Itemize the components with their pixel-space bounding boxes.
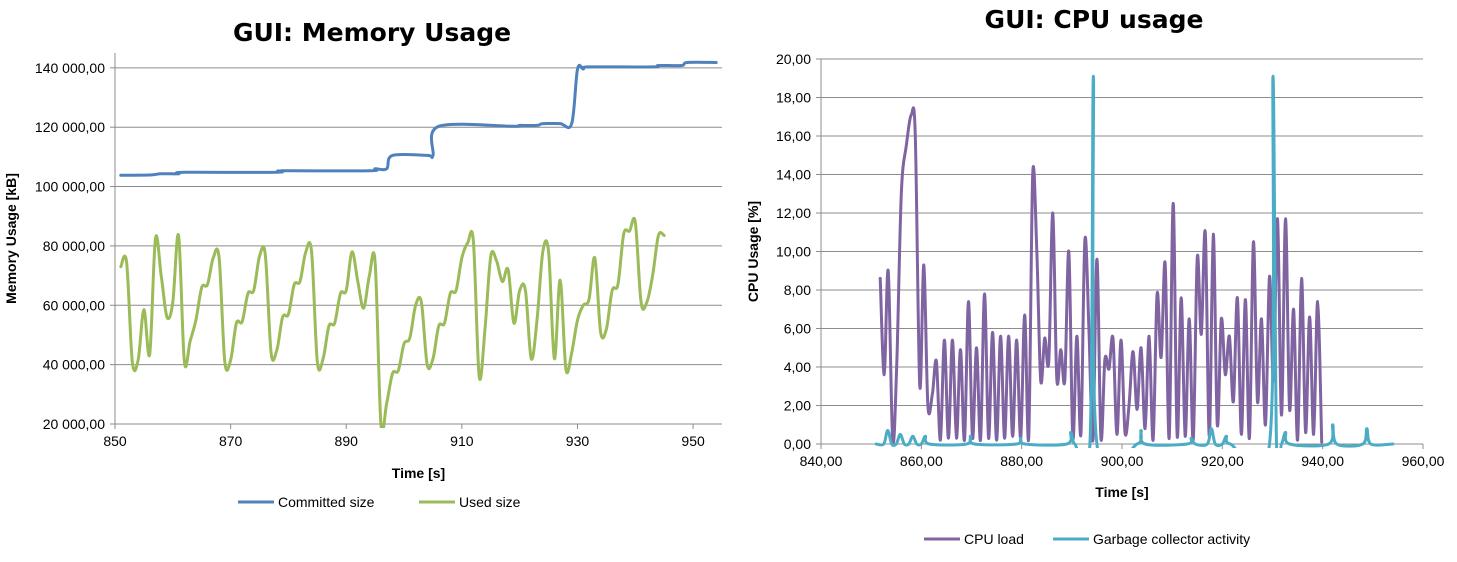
y-tick-label: 20,00 xyxy=(776,51,811,67)
y-tick-label: 6,00 xyxy=(784,321,811,337)
cpu-usage-chart: GUI: CPU usage 0,00 2,00 4,00 6,00 8,00 10,00 1… xyxy=(728,0,1457,562)
x-tick-label: 880,00 xyxy=(1000,453,1043,469)
series-line-garbage-collector-activity xyxy=(874,74,1395,448)
series-line-committed-size xyxy=(119,60,718,177)
legend-item: Used size xyxy=(419,494,521,510)
y-tick-label: 20 000,00 xyxy=(43,416,105,432)
x-tick-label: 930 xyxy=(566,433,590,449)
x-tick-label: 950 xyxy=(681,433,705,449)
x-axis-label: Time [s] xyxy=(392,465,445,481)
x-tick-label: 870 xyxy=(219,433,243,449)
y-tick-label: 4,00 xyxy=(784,359,811,375)
legend-label: CPU load xyxy=(964,531,1024,547)
x-tick-label: 860,00 xyxy=(900,453,943,469)
y-tick-label: 140 000,00 xyxy=(35,60,105,76)
y-tick-label: 0,00 xyxy=(784,436,811,452)
y-tick-label: 18,00 xyxy=(776,90,811,106)
series-line-cpu-load xyxy=(878,106,1324,445)
y-tick-label: 60 000,00 xyxy=(43,297,105,313)
chart-title: GUI: Memory Usage xyxy=(233,18,511,47)
memory-usage-chart: GUI: Memory Usage 20 000,00 40 000,00 60 00… xyxy=(0,0,728,562)
y-tick-label: 8,00 xyxy=(784,282,811,298)
y-tick-label: 16,00 xyxy=(776,128,811,144)
y-tick-label: 14,00 xyxy=(776,167,811,183)
y-tick-label: 100 000,00 xyxy=(35,179,105,195)
legend-label: Committed size xyxy=(278,494,375,510)
legend-label: Garbage collector activity xyxy=(1093,531,1250,547)
cpu-usage-chart-svg: GUI: CPU usage 0,00 2,00 4,00 6,00 8,00 10,00 1… xyxy=(745,5,1445,547)
x-tick-label: 890 xyxy=(335,433,359,449)
x-tick-label: 850 xyxy=(103,433,127,449)
y-tick-label: 40 000,00 xyxy=(43,357,105,373)
chart-title: GUI: CPU usage xyxy=(985,5,1204,34)
x-tick-label: 900,00 xyxy=(1101,453,1144,469)
legend-label: Used size xyxy=(459,494,521,510)
legend-item: CPU load xyxy=(924,531,1024,547)
y-tick-label: 80 000,00 xyxy=(43,238,105,254)
x-tick-label: 910 xyxy=(450,433,474,449)
memory-usage-chart-svg: GUI: Memory Usage 20 000,00 40 000,00 60 00… xyxy=(3,18,722,510)
legend-item: Garbage collector activity xyxy=(1053,531,1250,547)
x-tick-label: 840,00 xyxy=(800,453,843,469)
y-tick-label: 12,00 xyxy=(776,205,811,221)
y-tick-label: 2,00 xyxy=(784,398,811,414)
legend-item: Committed size xyxy=(238,494,375,510)
y-axis-label: Memory Usage [kB] xyxy=(3,173,19,304)
y-axis-label: CPU Usage [%] xyxy=(745,201,761,302)
y-tick-label: 10,00 xyxy=(776,244,811,260)
x-tick-label: 960,00 xyxy=(1402,453,1445,469)
y-tick-label: 120 000,00 xyxy=(35,119,105,135)
x-tick-label: 940,00 xyxy=(1301,453,1344,469)
series-line-used-size xyxy=(119,216,666,428)
x-tick-label: 920,00 xyxy=(1201,453,1244,469)
x-axis-label: Time [s] xyxy=(1095,484,1148,500)
